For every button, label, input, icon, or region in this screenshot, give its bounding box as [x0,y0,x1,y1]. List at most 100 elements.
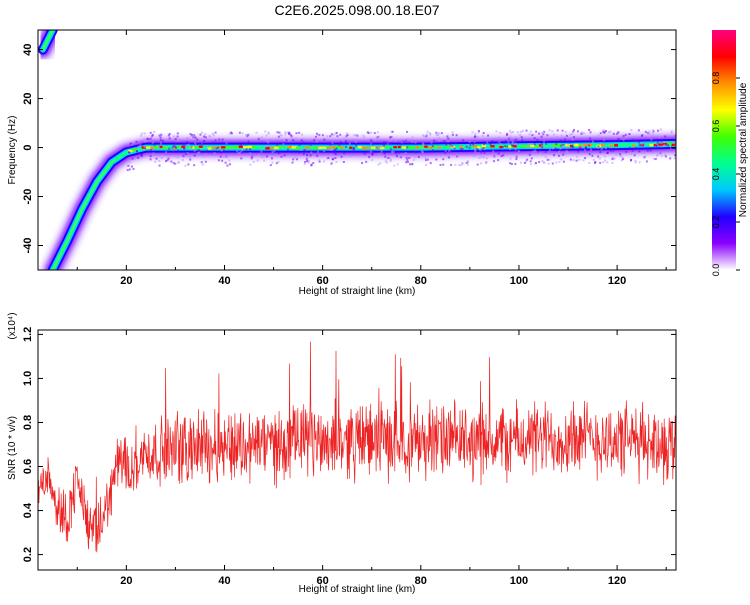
ridge-peak [600,143,605,147]
noise-speck [194,144,197,147]
noise-speck [167,157,170,160]
noise-speck [205,145,208,148]
noise-speck [455,155,458,158]
noise-speck [530,146,533,149]
ridge-peak [508,145,512,148]
noise-speck [201,141,204,144]
noise-speck [656,154,659,157]
noise-speck [633,154,636,157]
noise-speck [644,130,647,133]
noise-speck [548,149,551,152]
noise-speck [146,137,149,140]
ridge-peak [168,145,172,148]
ridge-peak [150,146,155,150]
ridge-peak [159,145,163,149]
noise-speck [334,148,337,151]
noise-speck [217,159,220,162]
noise-speck [468,146,471,149]
noise-speck [187,143,190,146]
noise-speck [451,131,454,134]
noise-speck [517,149,520,152]
noise-speck [482,156,485,159]
noise-speck [368,156,371,159]
noise-speck [354,141,357,144]
x-tick-label: 60 [317,275,329,287]
noise-speck [664,135,667,138]
noise-speck [514,138,517,141]
noise-speck [521,129,524,132]
noise-speck [606,152,609,155]
ridge-peak [349,146,353,149]
noise-speck [265,139,268,142]
noise-speck [545,142,548,145]
noise-speck [231,132,234,135]
noise-speck [521,139,524,142]
noise-speck [362,136,365,139]
noise-speck [572,130,575,133]
noise-speck [265,134,268,137]
x-tick-label: 100 [510,575,528,587]
noise-speck [276,154,279,157]
noise-speck [306,154,309,157]
ridge-peak [618,143,623,146]
noise-speck [136,150,139,153]
noise-speck [373,132,376,135]
noise-speck [558,154,561,157]
noise-speck [247,140,250,143]
x-tick-label: 40 [218,275,230,287]
noise-speck [449,146,452,149]
noise-speck [630,128,633,131]
noise-speck [284,133,287,136]
noise-speck [291,137,294,140]
noise-speck [645,160,648,163]
noise-speck [468,141,471,144]
noise-speck [245,142,248,145]
noise-speck [649,149,652,152]
noise-speck [492,150,495,153]
ridge-peak [318,146,323,150]
noise-speck [410,155,413,158]
noise-speck [400,143,403,146]
noise-speck [249,152,252,155]
noise-speck [589,148,592,151]
noise-speck [303,148,306,151]
noise-speck [135,145,138,148]
noise-speck [167,134,170,137]
noise-speck [449,145,452,148]
noise-speck [659,152,662,155]
noise-speck [298,144,301,147]
y-tick-label: -20 [22,189,34,205]
noise-speck [240,157,243,160]
noise-speck [333,151,336,154]
ridge-peak [667,142,672,145]
ridge-peak [477,146,481,149]
ridge-peak [251,145,257,149]
noise-speck [560,144,563,147]
colorbar-gradient [712,30,736,270]
noise-speck [204,160,207,163]
noise-speck [578,147,581,150]
noise-speck [177,161,180,164]
noise-speck [571,133,574,136]
noise-speck [190,146,193,149]
noise-speck [466,163,469,166]
ridge-peak [636,143,641,147]
noise-speck [448,156,451,159]
noise-speck [271,151,274,154]
noise-speck [424,157,427,160]
ridge-peak [459,145,463,149]
noise-speck [630,153,633,156]
y-tick-label: 0.2 [22,547,34,562]
noise-speck [471,131,474,134]
ridge-band-2 [47,138,676,270]
noise-speck [174,155,177,158]
noise-speck [249,163,252,166]
noise-speck [454,142,457,145]
noise-speck [466,160,469,163]
noise-speck [572,128,575,131]
noise-speck [425,158,428,161]
noise-speck [222,155,225,158]
noise-speck [301,133,304,136]
noise-speck [447,137,450,140]
ridge-peak [516,146,521,149]
